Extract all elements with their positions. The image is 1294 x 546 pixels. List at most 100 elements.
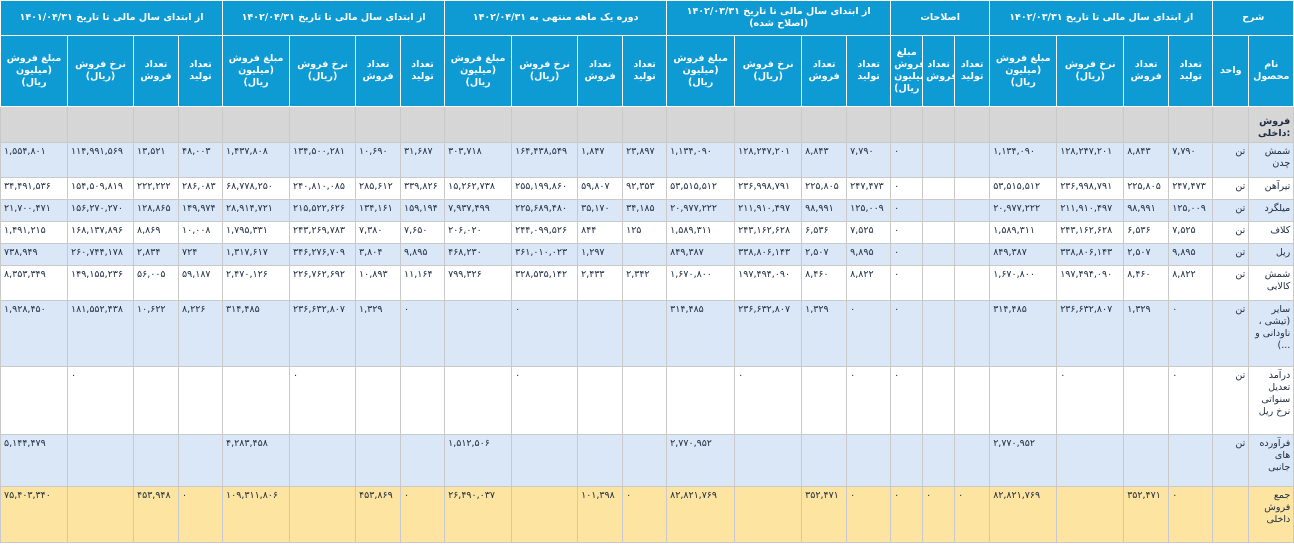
section-title: فروش داخلی: (1248, 106, 1294, 143)
table-row: ۸,۳۵۳,۳۴۹ ۱۴۹,۱۵۵,۲۳۶ ۵۶,۰۰۵ ۵۹,۱۸۷ ۲,۴۷۰,۱۲… (0, 265, 1294, 301)
table-cell (922, 366, 956, 435)
table-cell: ۳۱۴,۴۸۵ (222, 300, 291, 367)
table-cell: ۱۵,۲۶۲,۷۳۸ (444, 177, 513, 200)
table-cell: ۴۶۸,۲۳۰ (444, 243, 513, 266)
table-cell: ۱۴۹,۱۵۵,۲۳۶ (67, 265, 134, 301)
table-cell: ۸۴۴ (577, 221, 624, 244)
column-header: تعداد فروش (922, 35, 956, 107)
table-row: ۱,۴۹۱,۲۱۵ ۱۶۸,۱۳۷,۸۹۶ ۸,۸۶۹ ۱۰,۰۰۸ ۱,۷۹۵,۳۳۱… (0, 221, 1294, 244)
section-cell (355, 106, 402, 143)
column-header: تعداد فروش (133, 35, 179, 107)
table-cell (734, 486, 803, 543)
table-cell: ۳۶۱,۰۱۰,۰۲۳ (511, 243, 579, 266)
table-cell: ۰ (890, 243, 924, 266)
table-cell: ۰ (846, 366, 892, 435)
column-header: تعداد تولید (846, 35, 892, 107)
column-header: مبلغ فروش (میلیون ریال) (666, 35, 736, 107)
table-cell: ۸۴۹,۳۸۷ (666, 243, 736, 266)
section-cell (622, 106, 668, 143)
table-cell (922, 199, 956, 222)
table-cell (1168, 434, 1214, 487)
product-name-cell: تیرآهن (1248, 177, 1294, 200)
table-cell: ۹,۸۹۵ (400, 243, 446, 266)
table-cell: ۲۴۳,۲۶۹,۷۸۳ (289, 221, 357, 244)
product-name-cell: ریل (1248, 243, 1294, 266)
table-cell: ۱,۵۸۹,۳۱۱ (989, 221, 1058, 244)
table-cell (922, 142, 956, 178)
table-cell: ۰ (890, 221, 924, 244)
table-cell: ۴۸,۰۰۳ (177, 142, 224, 178)
table-cell (577, 366, 624, 435)
table-cell: ۲۰,۹۷۷,۲۲۲ (989, 199, 1058, 222)
table-cell: ۲۱۱,۹۱۰,۴۹۷ (734, 199, 803, 222)
table-cell: ۸,۸۴۳ (1123, 142, 1170, 178)
table-cell: ۵,۱۴۴,۴۷۹ (0, 434, 68, 487)
table-cell (922, 434, 956, 487)
table-cell (954, 177, 991, 200)
table-cell: ۱۲۵ (622, 221, 668, 244)
table-cell: ۱۰,۸۹۳ (355, 265, 402, 301)
table-cell: ۵۳,۵۱۵,۵۱۲ (666, 177, 736, 200)
column-header: نرخ فروش (ریال) (289, 35, 357, 107)
table-cell: ۱,۳۲۹ (1123, 300, 1170, 367)
table-cell: ۴۵۳,۹۴۸ (133, 486, 179, 543)
table-cell: ۲۳۶,۹۹۸,۷۹۱ (1056, 177, 1125, 200)
table-row: ۰ ۰ ۰ ۰ ۰ ۰ ۰ ۰ تن درآمد تعدیل سنواتی نرخ ریل (0, 366, 1294, 435)
table-cell (801, 434, 848, 487)
column-header: نرخ فروش (ریال) (734, 35, 803, 107)
table-cell: ۱,۱۳۴,۰۹۰ (666, 142, 736, 178)
table-cell: ۲۳۶,۶۳۲,۸۰۷ (289, 300, 357, 367)
table-row: ۱,۵۵۴,۸۰۱ ۱۱۴,۹۹۱,۵۶۹ ۱۳,۵۲۱ ۴۸,۰۰۳ ۱,۴۳۷,۸۰… (0, 142, 1294, 178)
table-cell: ۱,۵۸۹,۳۱۱ (666, 221, 736, 244)
table-cell: ۷۳۸,۹۴۹ (0, 243, 68, 266)
table-cell: ۸۴۹,۳۸۷ (989, 243, 1058, 266)
table-cell: ۳۱۴,۴۸۵ (666, 300, 736, 367)
table-cell (444, 300, 513, 367)
table-cell (954, 199, 991, 222)
section-cell (67, 106, 134, 143)
table-cell: ۲۵۵,۱۹۹,۸۶۰ (511, 177, 579, 200)
table-cell: ۲۴۷,۴۷۳ (846, 177, 892, 200)
table-cell: ۷,۶۵۰ (400, 221, 446, 244)
column-header: واحد (1212, 35, 1250, 107)
table-cell: ۱,۴۳۷,۸۰۸ (222, 142, 291, 178)
table-cell: ۲,۵۰۷ (801, 243, 848, 266)
header-group: از ابتدای سال مالی تا تاریخ ۱۴۰۲/۰۳/۳۱ (… (666, 0, 892, 36)
table-cell: ۸,۸۴۳ (801, 142, 848, 178)
table-cell (577, 434, 624, 487)
table-cell (0, 366, 68, 435)
table-cell: ۱,۲۹۷ (577, 243, 624, 266)
table-cell (133, 366, 179, 435)
table-row: ۷۳۸,۹۴۹ ۲۶۰,۷۴۴,۱۷۸ ۲,۸۳۴ ۷۲۴ ۱,۳۱۷,۶۱۷ ۳۴۶,۲… (0, 243, 1294, 266)
unit-cell: تن (1212, 221, 1250, 244)
table-cell: ۳۲۸,۵۳۵,۱۴۲ (511, 265, 579, 301)
table-row: ۵,۱۴۴,۴۷۹ ۴,۲۸۳,۴۵۸ ۱,۵۱۲,۵۰۶ ۲,۷۷۰,۹۵۲ ۲,۷۷… (0, 434, 1294, 487)
table-cell: ۱۲۸,۸۶۵ (133, 199, 179, 222)
table-cell: ۸,۴۶۰ (801, 265, 848, 301)
table-cell: ۲۸,۹۱۴,۷۲۱ (222, 199, 291, 222)
table-cell (511, 486, 579, 543)
table-cell: ۵۹,۱۸۷ (177, 265, 224, 301)
table-cell: ۲۳,۸۹۷ (622, 142, 668, 178)
table-cell: ۱۲۸,۲۴۷,۲۰۱ (734, 142, 803, 178)
table-cell (954, 300, 991, 367)
table-cell: ۲۱,۷۰۰,۴۷۱ (0, 199, 68, 222)
unit-cell: تن (1212, 265, 1250, 301)
table-cell: ۰ (511, 366, 579, 435)
product-name-cell: شمش کالایی (1248, 265, 1294, 301)
table-cell: ۰ (846, 486, 892, 543)
section-cell (1168, 106, 1214, 143)
table-cell: ۱۱۴,۹۹۱,۵۶۹ (67, 142, 134, 178)
table-row: ۳۴,۴۹۱,۵۳۶ ۱۵۴,۵۰۹,۸۱۹ ۲۲۲,۲۲۲ ۲۸۶,۰۸۳ ۶۸,۷۷… (0, 177, 1294, 200)
table-cell: ۲۴۰,۸۱۰,۰۸۵ (289, 177, 357, 200)
table-cell (400, 434, 446, 487)
column-header: نرخ فروش (ریال) (1056, 35, 1125, 107)
table-cell: ۲۸۵,۶۱۲ (355, 177, 402, 200)
table-cell: ۱۳۴,۱۶۱ (355, 199, 402, 222)
table-cell: ۲۸۶,۰۸۳ (177, 177, 224, 200)
table-cell: ۱۲۸,۲۴۷,۲۰۱ (1056, 142, 1125, 178)
table-cell: ۲۲۲,۲۲۲ (133, 177, 179, 200)
table-cell (177, 366, 224, 435)
table-cell: ۳۴,۱۸۵ (622, 199, 668, 222)
